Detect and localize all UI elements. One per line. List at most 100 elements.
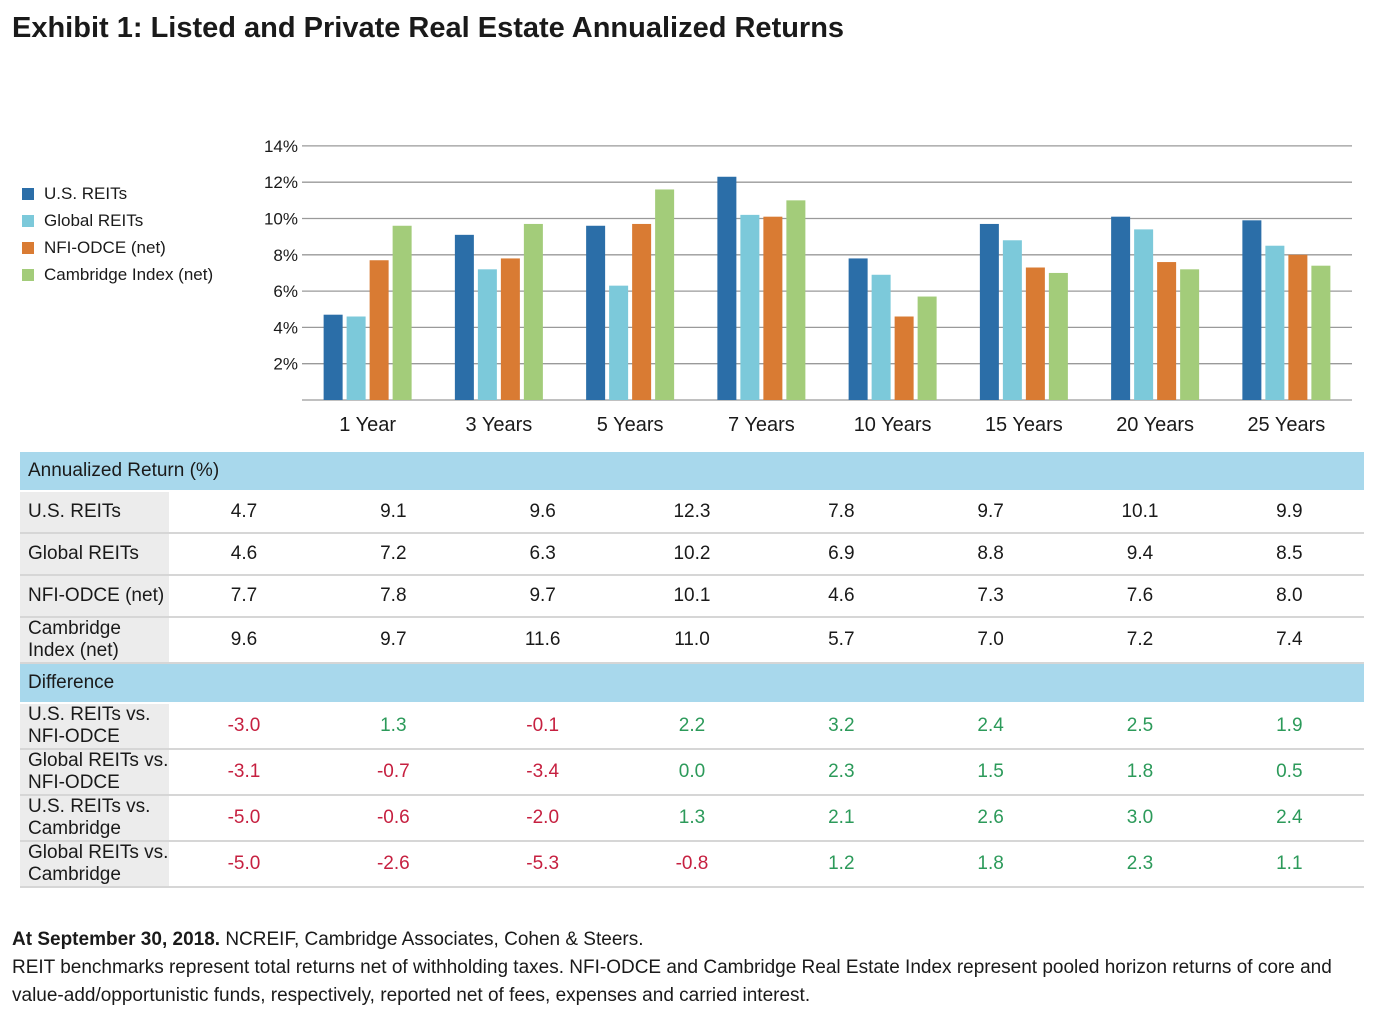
table-cell: -0.1 [467, 703, 618, 750]
x-tick-label: 25 Years [1247, 414, 1325, 436]
table-cell: 2.4 [1214, 795, 1364, 842]
chart-title: Exhibit 1: Listed and Private Real Estat… [12, 12, 845, 44]
table-cell: 9.7 [318, 617, 468, 664]
table-cell: 9.4 [1065, 533, 1215, 576]
bar [586, 225, 606, 400]
table-row: Global REITs vs. NFI-ODCE -3.1 -0.7 -3.4 0.0… [20, 749, 1364, 796]
x-tick-label: 15 Years [985, 414, 1063, 436]
table-cell: 8.8 [915, 533, 1066, 576]
footnote-source-line: At September 30, 2018. NCREIF, Cambridge… [12, 926, 1382, 954]
table-cell: 1.9 [1214, 703, 1364, 750]
table-cell: 9.7 [915, 491, 1066, 534]
section-difference: Difference [20, 662, 1364, 704]
y-tick-label: 4% [273, 318, 298, 337]
table-row: Cambridge Index (net) 9.6 9.7 11.6 11.0 5.7 7.… [20, 617, 1364, 664]
table-cell: -2.6 [318, 841, 468, 888]
bar [323, 314, 343, 400]
bar [763, 216, 783, 400]
table-cell: 9.6 [169, 617, 319, 664]
bar [523, 223, 543, 400]
table-cell: 5.7 [766, 617, 916, 664]
table-cell: -2.0 [467, 795, 618, 842]
bar [346, 316, 366, 400]
bar [392, 225, 412, 400]
table-cell: 7.2 [318, 533, 468, 576]
y-tick-label: 6% [273, 282, 298, 301]
footnote: At September 30, 2018. NCREIF, Cambridge… [12, 926, 1382, 1010]
table-cell: 2.2 [617, 703, 767, 750]
table-cell: 1.8 [1065, 749, 1215, 796]
table-cell: 9.1 [318, 491, 468, 534]
table-cell: 0.5 [1214, 749, 1364, 796]
bar [871, 274, 891, 400]
legend-swatch [22, 268, 34, 281]
bar [786, 200, 806, 400]
legend-item: NFI-ODCE (net) [22, 234, 213, 261]
legend-label: Global REITs [44, 210, 144, 230]
table-cell: 8.0 [1214, 575, 1364, 618]
table-cell: 7.0 [915, 617, 1066, 664]
table-cell: 2.5 [1065, 703, 1215, 750]
table-cell: 7.6 [1065, 575, 1215, 618]
table-cell: 3.0 [1065, 795, 1215, 842]
table-cell: 7.2 [1065, 617, 1215, 664]
table-cell: 11.0 [617, 617, 767, 664]
bar-chart: 2% 4% 6% 8% 10% 12% 14% 1 Year 3 Years 5 Years 7 Y… [264, 137, 1352, 436]
table-cell: -5.0 [169, 841, 319, 888]
table-cell: 4.6 [169, 533, 319, 576]
y-tick-label: 12% [264, 173, 298, 192]
legend-item: U.S. REITs [22, 180, 213, 207]
legend-swatch [22, 241, 34, 254]
table-cell: 1.3 [617, 795, 767, 842]
bar [1180, 269, 1200, 400]
bar [1242, 220, 1262, 400]
section-difference-label: Difference [20, 662, 1364, 704]
table-cell: 7.7 [169, 575, 319, 618]
table-row: Global REITs vs. Cambridge -5.0 -2.6 -5.3 -0… [20, 841, 1364, 888]
row-label: U.S. REITs vs. NFI-ODCE [20, 703, 170, 750]
table-cell: 2.3 [766, 749, 916, 796]
table-cell: 0.0 [617, 749, 767, 796]
x-tick-label: 7 Years [728, 414, 795, 436]
table-cell: 1.8 [915, 841, 1066, 888]
table-cell: 4.6 [766, 575, 916, 618]
y-tick-label: 2% [273, 355, 298, 374]
row-label: Cambridge Index (net) [20, 617, 170, 664]
table-cell: -0.8 [617, 841, 767, 888]
section-annualized-return-label: Annualized Return (%) [20, 450, 1364, 492]
table-cell: 9.7 [467, 575, 618, 618]
table-cell: -5.3 [467, 841, 618, 888]
bar [1157, 262, 1177, 400]
legend-item: Cambridge Index (net) [22, 261, 213, 288]
table-cell: -0.7 [318, 749, 468, 796]
table-cell: 6.3 [467, 533, 618, 576]
table-row: U.S. REITs vs. NFI-ODCE -3.0 1.3 -0.1 2.2 3.2… [20, 703, 1364, 750]
section-annualized-return: Annualized Return (%) [20, 450, 1364, 492]
row-label: Global REITs vs. NFI-ODCE [20, 749, 170, 796]
table-cell: 2.1 [766, 795, 916, 842]
row-label: Global REITs [20, 533, 170, 576]
table-cell: 2.3 [1065, 841, 1215, 888]
row-label: U.S. REITs [20, 491, 170, 534]
bar [1111, 216, 1131, 400]
table-cell: 8.5 [1214, 533, 1364, 576]
table-cell: 7.3 [915, 575, 1066, 618]
bar [848, 258, 868, 400]
x-tick-label: 3 Years [466, 414, 533, 436]
table-cell: -3.0 [169, 703, 319, 750]
x-tick-label: 5 Years [597, 414, 664, 436]
bar [717, 176, 737, 400]
bar [979, 223, 999, 400]
table-row: NFI-ODCE (net) 7.7 7.8 9.7 10.1 4.6 7.3 7.6 8.0 [20, 575, 1364, 618]
table-cell: -0.6 [318, 795, 468, 842]
table-cell: -3.1 [169, 749, 319, 796]
bar [740, 214, 760, 400]
bar [477, 269, 497, 400]
y-tick-label: 10% [264, 210, 298, 229]
bar [1002, 240, 1022, 400]
footnote-text: REIT benchmarks represent total returns … [12, 957, 1332, 1006]
bar [609, 285, 629, 400]
y-tick-label: 14% [264, 137, 298, 156]
legend-item: Global REITs [22, 207, 213, 234]
table-cell: 11.6 [467, 617, 618, 664]
